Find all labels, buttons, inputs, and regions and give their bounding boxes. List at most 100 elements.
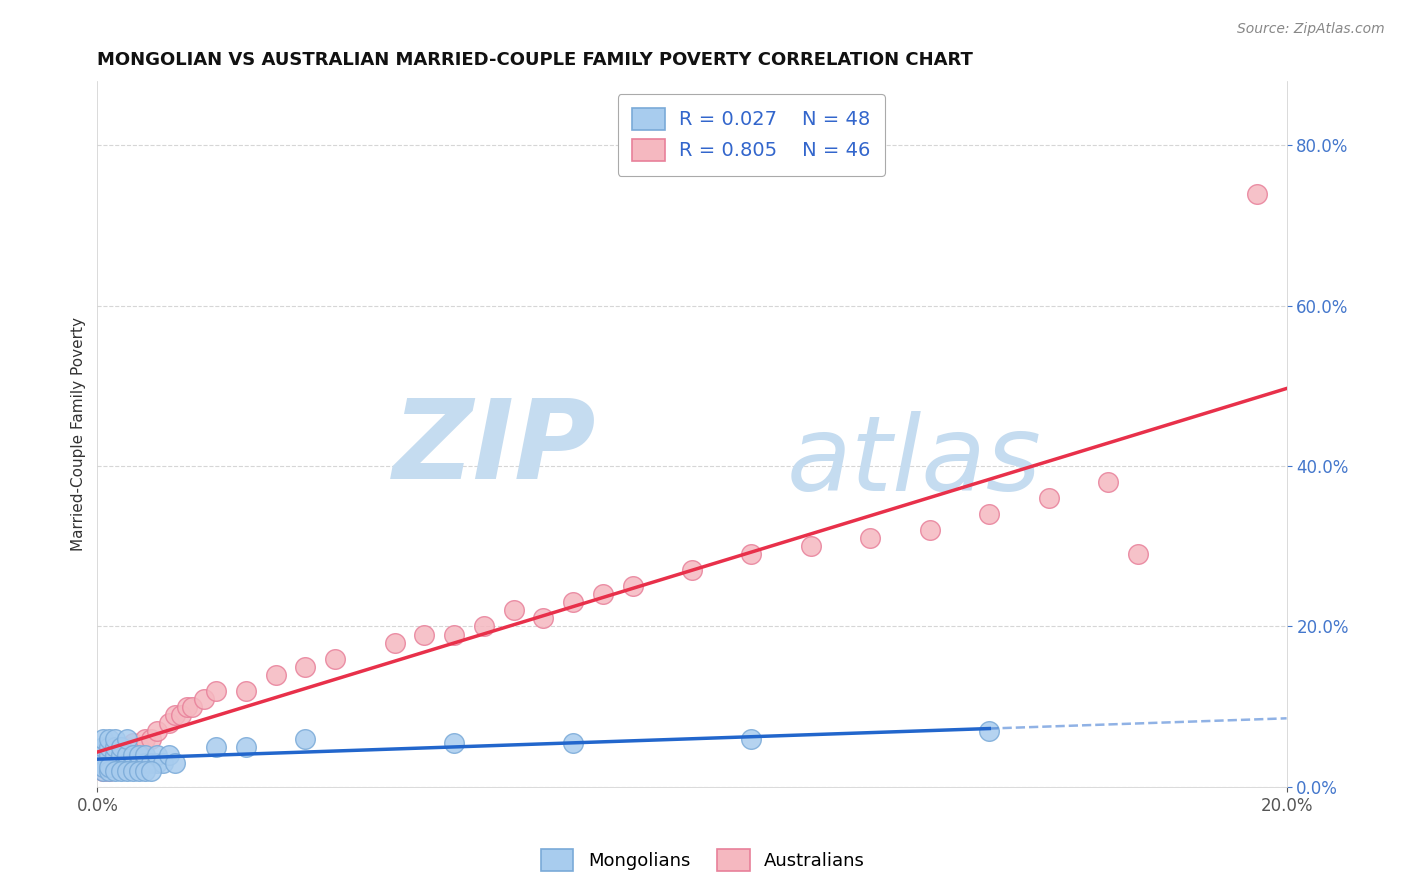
Point xyxy=(104,747,127,762)
Point xyxy=(115,731,138,746)
Point xyxy=(193,691,215,706)
Point xyxy=(472,619,495,633)
Point xyxy=(115,739,138,754)
Point xyxy=(163,707,186,722)
Point xyxy=(502,603,524,617)
Point xyxy=(1126,547,1149,561)
Point xyxy=(740,547,762,561)
Point xyxy=(176,699,198,714)
Point xyxy=(115,747,138,762)
Point xyxy=(384,635,406,649)
Point xyxy=(800,539,823,553)
Point xyxy=(128,747,150,762)
Point xyxy=(443,736,465,750)
Point xyxy=(163,756,186,770)
Point xyxy=(139,756,162,770)
Point xyxy=(115,756,138,770)
Point xyxy=(1038,491,1060,506)
Point xyxy=(110,744,132,758)
Point xyxy=(139,764,162,778)
Point xyxy=(122,752,145,766)
Point xyxy=(98,764,121,778)
Text: MONGOLIAN VS AUSTRALIAN MARRIED-COUPLE FAMILY POVERTY CORRELATION CHART: MONGOLIAN VS AUSTRALIAN MARRIED-COUPLE F… xyxy=(97,51,973,69)
Point xyxy=(110,739,132,754)
Point xyxy=(91,756,114,770)
Point xyxy=(918,524,941,538)
Point xyxy=(104,760,127,774)
Point xyxy=(139,731,162,746)
Point xyxy=(98,747,121,762)
Point xyxy=(205,683,228,698)
Point xyxy=(110,747,132,762)
Point xyxy=(681,563,703,577)
Y-axis label: Married-Couple Family Poverty: Married-Couple Family Poverty xyxy=(72,317,86,551)
Point xyxy=(91,747,114,762)
Point xyxy=(128,739,150,754)
Point xyxy=(122,747,145,762)
Point xyxy=(104,756,127,770)
Point xyxy=(91,760,114,774)
Point xyxy=(115,756,138,770)
Point xyxy=(104,739,127,754)
Point xyxy=(294,659,316,673)
Point xyxy=(98,764,121,778)
Point xyxy=(592,587,614,601)
Point xyxy=(110,756,132,770)
Point xyxy=(128,756,150,770)
Point xyxy=(104,731,127,746)
Point xyxy=(128,764,150,778)
Point xyxy=(134,764,156,778)
Legend: Mongolians, Australians: Mongolians, Australians xyxy=(534,842,872,879)
Point xyxy=(91,756,114,770)
Point xyxy=(621,579,644,593)
Legend: R = 0.027    N = 48, R = 0.805    N = 46: R = 0.027 N = 48, R = 0.805 N = 46 xyxy=(617,94,884,176)
Point xyxy=(740,731,762,746)
Point xyxy=(1246,186,1268,201)
Point xyxy=(122,736,145,750)
Point xyxy=(979,723,1001,738)
Point xyxy=(98,756,121,770)
Point xyxy=(98,739,121,754)
Point xyxy=(134,747,156,762)
Point xyxy=(157,715,180,730)
Point xyxy=(91,764,114,778)
Point xyxy=(294,731,316,746)
Point xyxy=(91,739,114,754)
Point xyxy=(181,699,204,714)
Point xyxy=(157,747,180,762)
Point xyxy=(1097,475,1119,490)
Point xyxy=(413,627,436,641)
Point xyxy=(562,595,585,609)
Point xyxy=(122,764,145,778)
Point xyxy=(115,764,138,778)
Point xyxy=(146,756,169,770)
Point xyxy=(134,731,156,746)
Point xyxy=(98,752,121,766)
Point xyxy=(91,764,114,778)
Point xyxy=(235,739,257,754)
Point xyxy=(98,731,121,746)
Point xyxy=(859,531,882,545)
Point xyxy=(98,760,121,774)
Point xyxy=(531,611,554,625)
Point xyxy=(122,756,145,770)
Point xyxy=(562,736,585,750)
Point xyxy=(205,739,228,754)
Point xyxy=(152,756,174,770)
Point xyxy=(979,508,1001,522)
Point xyxy=(110,764,132,778)
Point xyxy=(104,764,127,778)
Text: ZIP: ZIP xyxy=(394,394,596,501)
Point xyxy=(104,747,127,762)
Text: atlas: atlas xyxy=(787,411,1042,513)
Point xyxy=(264,667,287,681)
Point xyxy=(91,731,114,746)
Point xyxy=(110,756,132,770)
Point xyxy=(169,707,191,722)
Point xyxy=(323,651,346,665)
Point xyxy=(146,723,169,738)
Text: Source: ZipAtlas.com: Source: ZipAtlas.com xyxy=(1237,22,1385,37)
Point xyxy=(134,756,156,770)
Point xyxy=(146,747,169,762)
Point xyxy=(235,683,257,698)
